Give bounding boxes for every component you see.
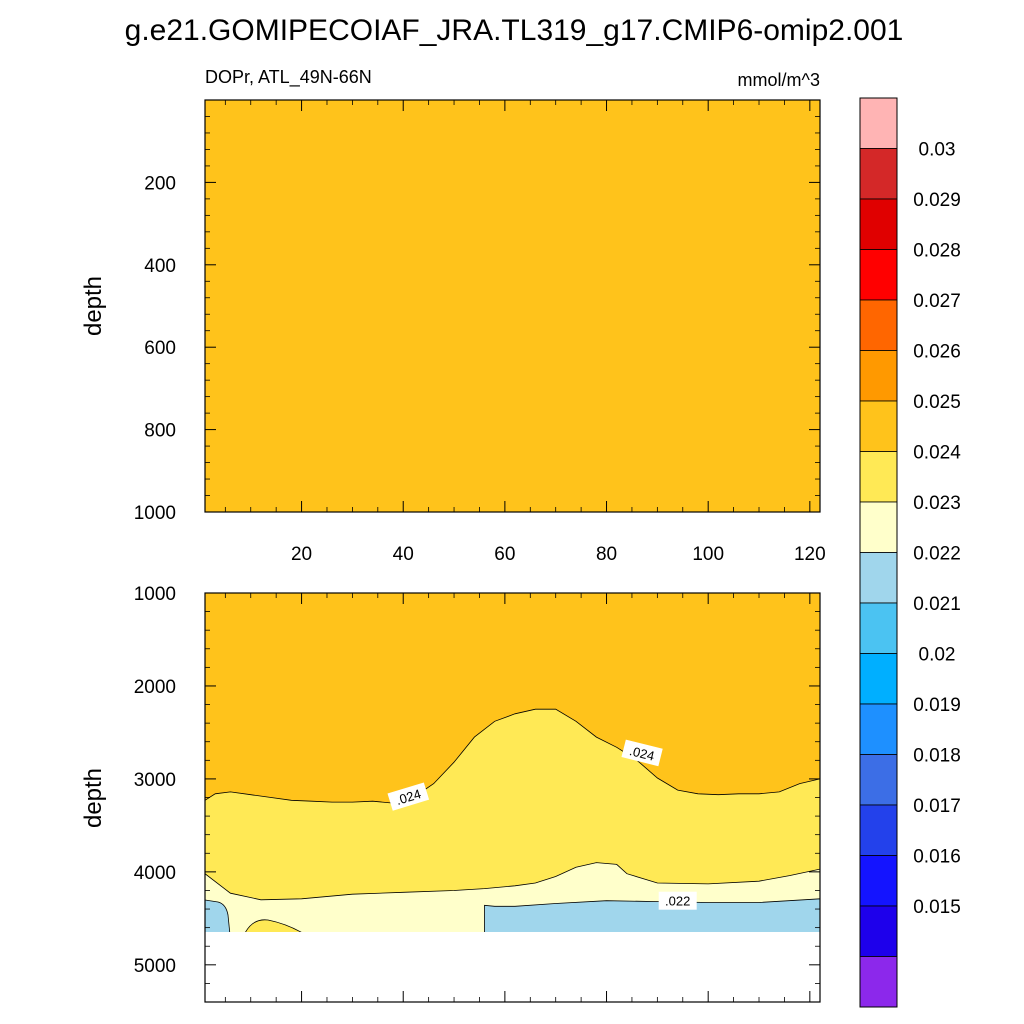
colorbar-swatch [859, 198, 898, 250]
lower-panel: .024 .024 .022 1000 2000 3000 4000 5000 depth [80, 584, 821, 1003]
colorbar-swatch [859, 855, 898, 907]
contour-label-background [387, 782, 430, 811]
lower-missing-data-region [205, 932, 820, 1002]
colorbar-swatch [859, 97, 898, 149]
colorbar-swatch [859, 602, 898, 654]
colorbar-swatch [859, 501, 898, 553]
y-tick-label: 800 [144, 421, 176, 442]
contour-label-text: .024 [394, 786, 423, 808]
upper-y-axis-label: depth [80, 276, 107, 336]
colorbar-swatch [859, 148, 898, 200]
lower-tick-labels: 1000 2000 3000 4000 5000 [134, 584, 176, 977]
colorbar-tick-label: 0.022 [913, 544, 961, 565]
y-tick-label: 5000 [134, 956, 176, 977]
colorbar-tick-label: 0.016 [913, 847, 961, 868]
contour-label: .024 [621, 739, 663, 767]
contour-label-background [658, 891, 697, 910]
y-tick-label: 200 [144, 173, 176, 194]
y-tick-label: 600 [144, 338, 176, 359]
band-023-024-bump [245, 919, 302, 932]
band-021-022-left [205, 899, 231, 932]
colorbar-tick-label: 0.025 [913, 392, 961, 413]
contour-labels: .024 .024 .022 [387, 739, 697, 910]
colorbar-swatch [859, 653, 898, 705]
x-tick-label: 40 [393, 544, 414, 565]
colorbar-swatch [859, 299, 898, 351]
y-tick-label: 1000 [134, 503, 176, 524]
colorbar-tick-label: 0.018 [913, 746, 961, 767]
colorbar-tick-label: 0.026 [913, 342, 961, 363]
y-tick-label: 1000 [134, 584, 176, 605]
contour-label: .024 [387, 782, 430, 811]
colorbar-tick-label: 0.02 [919, 645, 956, 666]
colorbar-swatch [859, 956, 898, 1008]
colorbar-tick-label: 0.029 [913, 190, 961, 211]
colorbar-tick-label: 0.024 [913, 443, 961, 464]
upper-ticks [205, 100, 820, 513]
x-tick-label: 120 [794, 544, 826, 565]
y-tick-label: 3000 [134, 770, 176, 791]
upper-fill-region [205, 100, 820, 512]
colorbar-swatch [859, 703, 898, 755]
colorbar-swatch [859, 249, 898, 301]
lower-plot-frame [204, 592, 821, 1003]
upper-plot-frame [204, 99, 821, 513]
colorbar-tick-label: 0.03 [919, 140, 956, 161]
colorbar-swatch [859, 451, 898, 503]
colorbar-tick-label: 0.019 [913, 695, 961, 716]
lower-ticks [205, 592, 820, 1002]
y-tick-label: 400 [144, 256, 176, 277]
colorbar-tick-label: 0.015 [913, 897, 961, 918]
x-tick-label: 100 [692, 544, 724, 565]
x-tick-label: 20 [291, 544, 312, 565]
figure-title: g.e21.GOMIPECOIAF_JRA.TL319_g17.CMIP6-om… [125, 14, 904, 47]
colorbar-swatch [859, 754, 898, 806]
colorbar-tick-label: 0.017 [913, 796, 961, 817]
lower-y-axis-label: depth [80, 768, 107, 828]
colorbar-swatch [859, 804, 898, 856]
y-tick-label: 2000 [134, 677, 176, 698]
band-021-022-right [484, 898, 820, 932]
colorbar-swatch [859, 350, 898, 402]
upper-variable-label: DOPr, ATL_49N-66N [205, 67, 372, 88]
contour-label-text: .024 [628, 743, 656, 764]
contour-label: .022 [658, 891, 697, 910]
x-tick-label: 60 [494, 544, 515, 565]
colorbar-tick-label: 0.023 [913, 493, 961, 514]
colorbar-frame [859, 97, 898, 1008]
x-tick-label: 80 [596, 544, 617, 565]
colorbar-swatch [859, 400, 898, 452]
contour-label-background [621, 739, 663, 767]
upper-tick-labels: 20 40 60 80 100 120 200 400 600 800 1000 [134, 173, 826, 565]
colorbar-tick-label: 0.028 [913, 241, 961, 262]
colorbar: 0.03 0.029 0.028 0.027 0.026 0.025 0.024 0.023 0… [859, 97, 961, 1008]
colorbar-tick-label: 0.021 [913, 594, 961, 615]
band-023-024 [205, 708, 820, 932]
contour-label-text: .022 [665, 894, 690, 909]
upper-panel: DOPr, ATL_49N-66N mmol/m^3 20 40 60 80 100 12… [80, 67, 826, 565]
colorbar-swatch [859, 905, 898, 957]
colorbar-tick-label: 0.027 [913, 291, 961, 312]
colorbar-swatch [859, 552, 898, 604]
y-tick-label: 4000 [134, 863, 176, 884]
upper-units-label: mmol/m^3 [738, 70, 820, 90]
